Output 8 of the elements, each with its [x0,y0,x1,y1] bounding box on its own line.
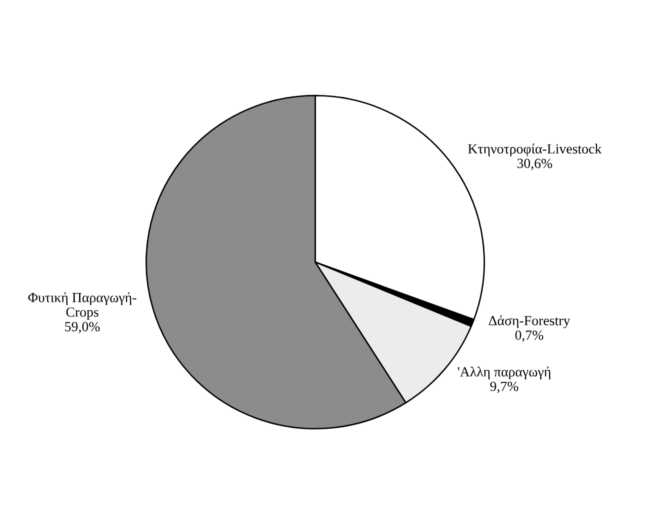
data-label: 30,6% [517,158,552,170]
data-label: 59,0% [65,322,100,334]
slice-label: Κτηνοτροφία-Livestock [468,144,602,156]
slice-label: Φυτική Παραγωγή- Crops [28,292,136,320]
data-label: 0,7% [515,330,544,342]
data-label: 9,7% [490,382,518,394]
slice-label: 'Αλλη παραγωγή [458,366,550,380]
slice-label: Δάση-Forestry [488,315,570,328]
